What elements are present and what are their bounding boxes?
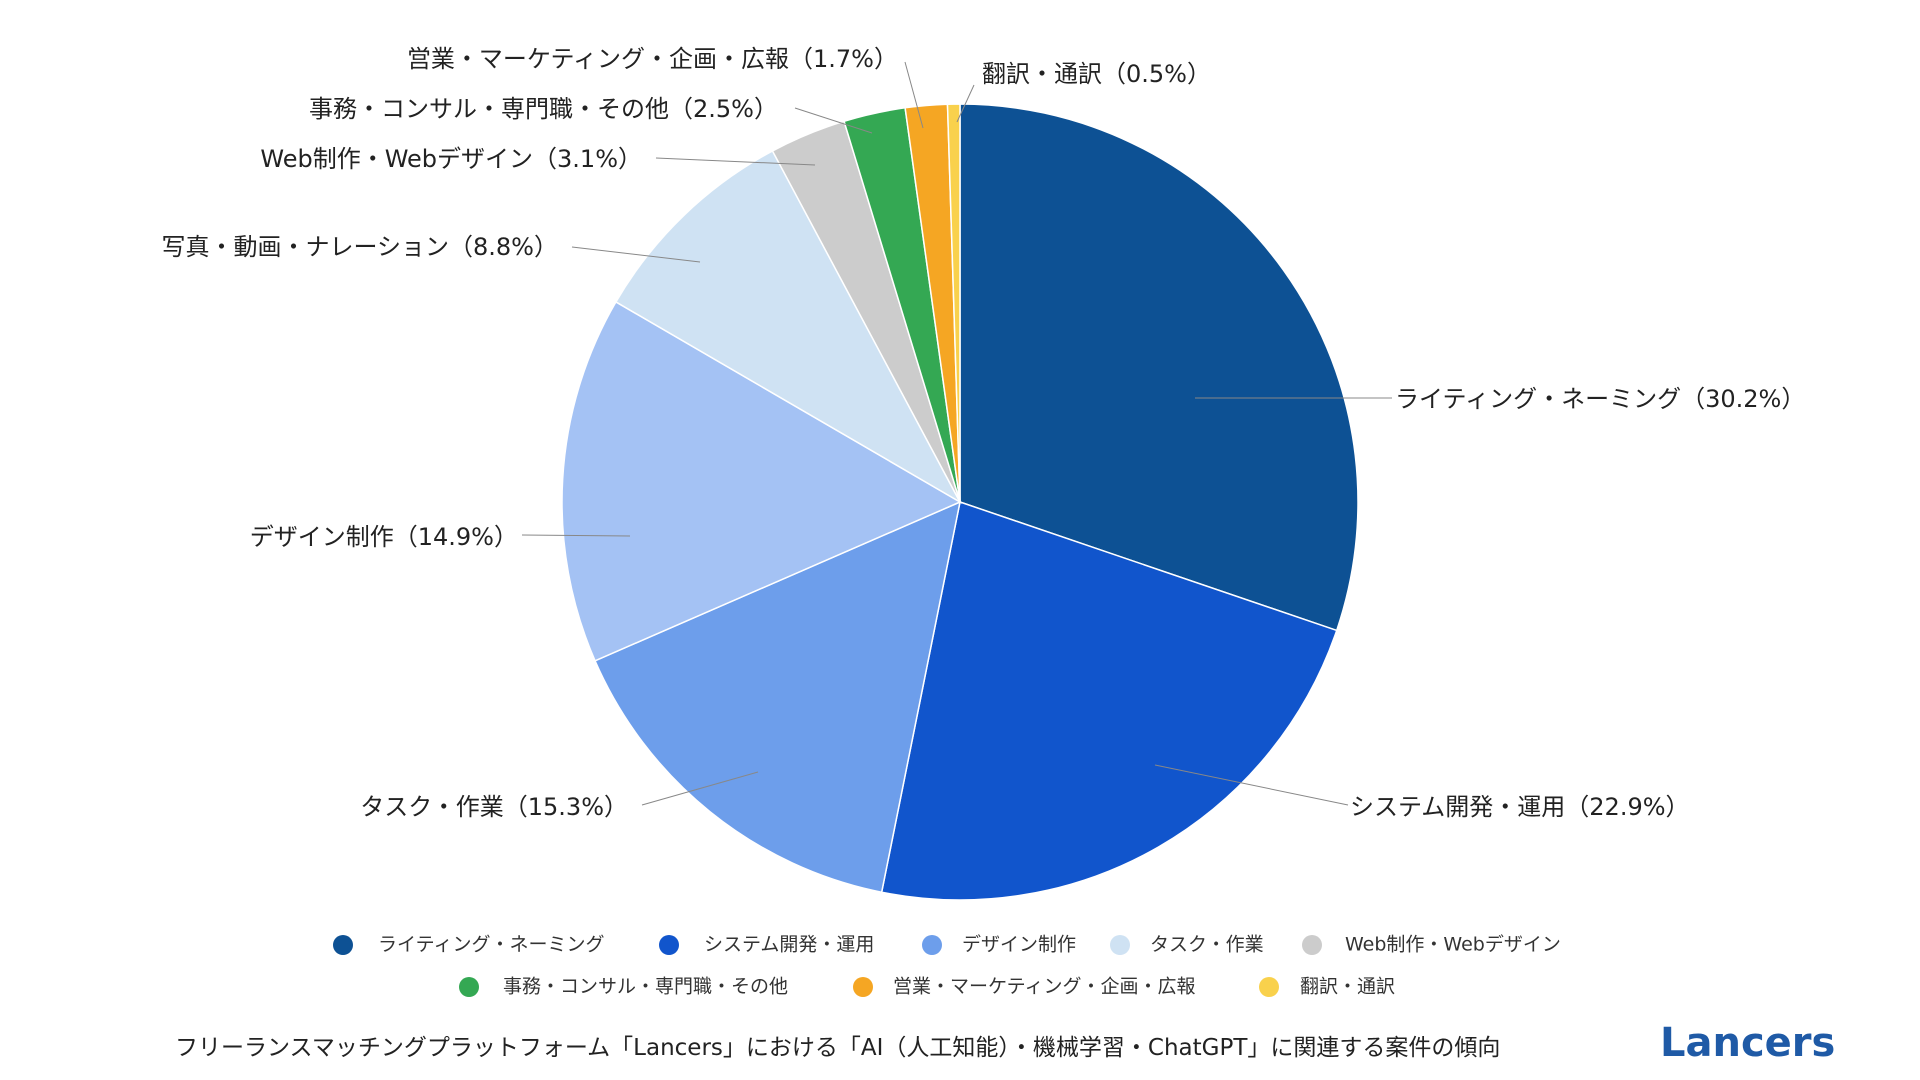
legend-label-4: タスク・作業 xyxy=(1150,934,1264,956)
legend-swatch-5 xyxy=(1302,935,1322,955)
legend-label-1: ライティング・ネーミング xyxy=(378,934,604,956)
leader-lines xyxy=(521,61,1392,806)
pie-slices xyxy=(561,103,1359,901)
slice-label-3: タスク・作業（15.3%） xyxy=(360,793,628,821)
legend-label-6: 事務・コンサル・専門職・その他 xyxy=(503,976,788,998)
pie-slice-1 xyxy=(959,103,1359,632)
slice-label-5: 写真・動画・ナレーション（8.8%） xyxy=(162,233,559,261)
legend-swatch-1 xyxy=(333,935,353,955)
pie-slice-3 xyxy=(594,500,962,894)
slice-label-6: Web制作・Webデザイン（3.1%） xyxy=(260,145,642,173)
legend-swatch-7 xyxy=(853,977,873,997)
chart-caption: フリーランスマッチングプラットフォーム「Lancers」における「AI（人工知能… xyxy=(175,1035,1501,1061)
leader-line-4 xyxy=(521,534,631,537)
slice-label-1: ライティング・ネーミング（30.2%） xyxy=(1395,385,1805,413)
pie-slice-4 xyxy=(561,300,962,662)
leader-line-8 xyxy=(904,61,924,129)
legend-label-8: 翻訳・通訳 xyxy=(1300,976,1395,998)
leader-line-6 xyxy=(655,157,816,166)
slice-label-2: システム開発・運用（22.9%） xyxy=(1350,793,1690,821)
legend-swatch-4 xyxy=(1110,935,1130,955)
legend-label-7: 営業・マーケティング・企画・広報 xyxy=(893,976,1195,998)
pie-slice-2 xyxy=(880,501,1338,901)
pie-slice-9 xyxy=(946,103,961,503)
legend-swatch-8 xyxy=(1259,977,1279,997)
leader-line-3 xyxy=(641,771,759,806)
slice-label-7: 事務・コンサル・専門職・その他（2.5%） xyxy=(309,95,778,123)
slice-label-4: デザイン制作（14.9%） xyxy=(250,523,518,551)
legend-label-2: システム開発・運用 xyxy=(704,934,874,956)
legend-swatch-3 xyxy=(922,935,942,955)
pie-slice-5 xyxy=(614,149,962,504)
slice-label-9: 翻訳・通訳（0.5%） xyxy=(982,60,1211,88)
slice-labels: ライティング・ネーミング（30.2%） システム開発・運用（22.9%） タスク・作… xyxy=(162,45,1806,821)
legend-label-3: デザイン制作 xyxy=(962,934,1076,956)
leader-line-2 xyxy=(1154,764,1349,806)
slice-label-8: 営業・マーケティング・企画・広報（1.7%） xyxy=(407,45,898,73)
lancers-logo: Lancers xyxy=(1660,1020,1836,1066)
legend-swatch-6 xyxy=(459,977,479,997)
leader-line-5 xyxy=(571,246,701,263)
legend-label-5: Web制作・Webデザイン xyxy=(1345,934,1561,956)
legend-swatch-2 xyxy=(659,935,679,955)
legend: ライティング・ネーミング システム開発・運用 デザイン制作 タスク・作業 Web制作・W… xyxy=(333,934,1561,998)
leader-line-9 xyxy=(956,84,975,123)
leader-line-7 xyxy=(794,107,873,134)
